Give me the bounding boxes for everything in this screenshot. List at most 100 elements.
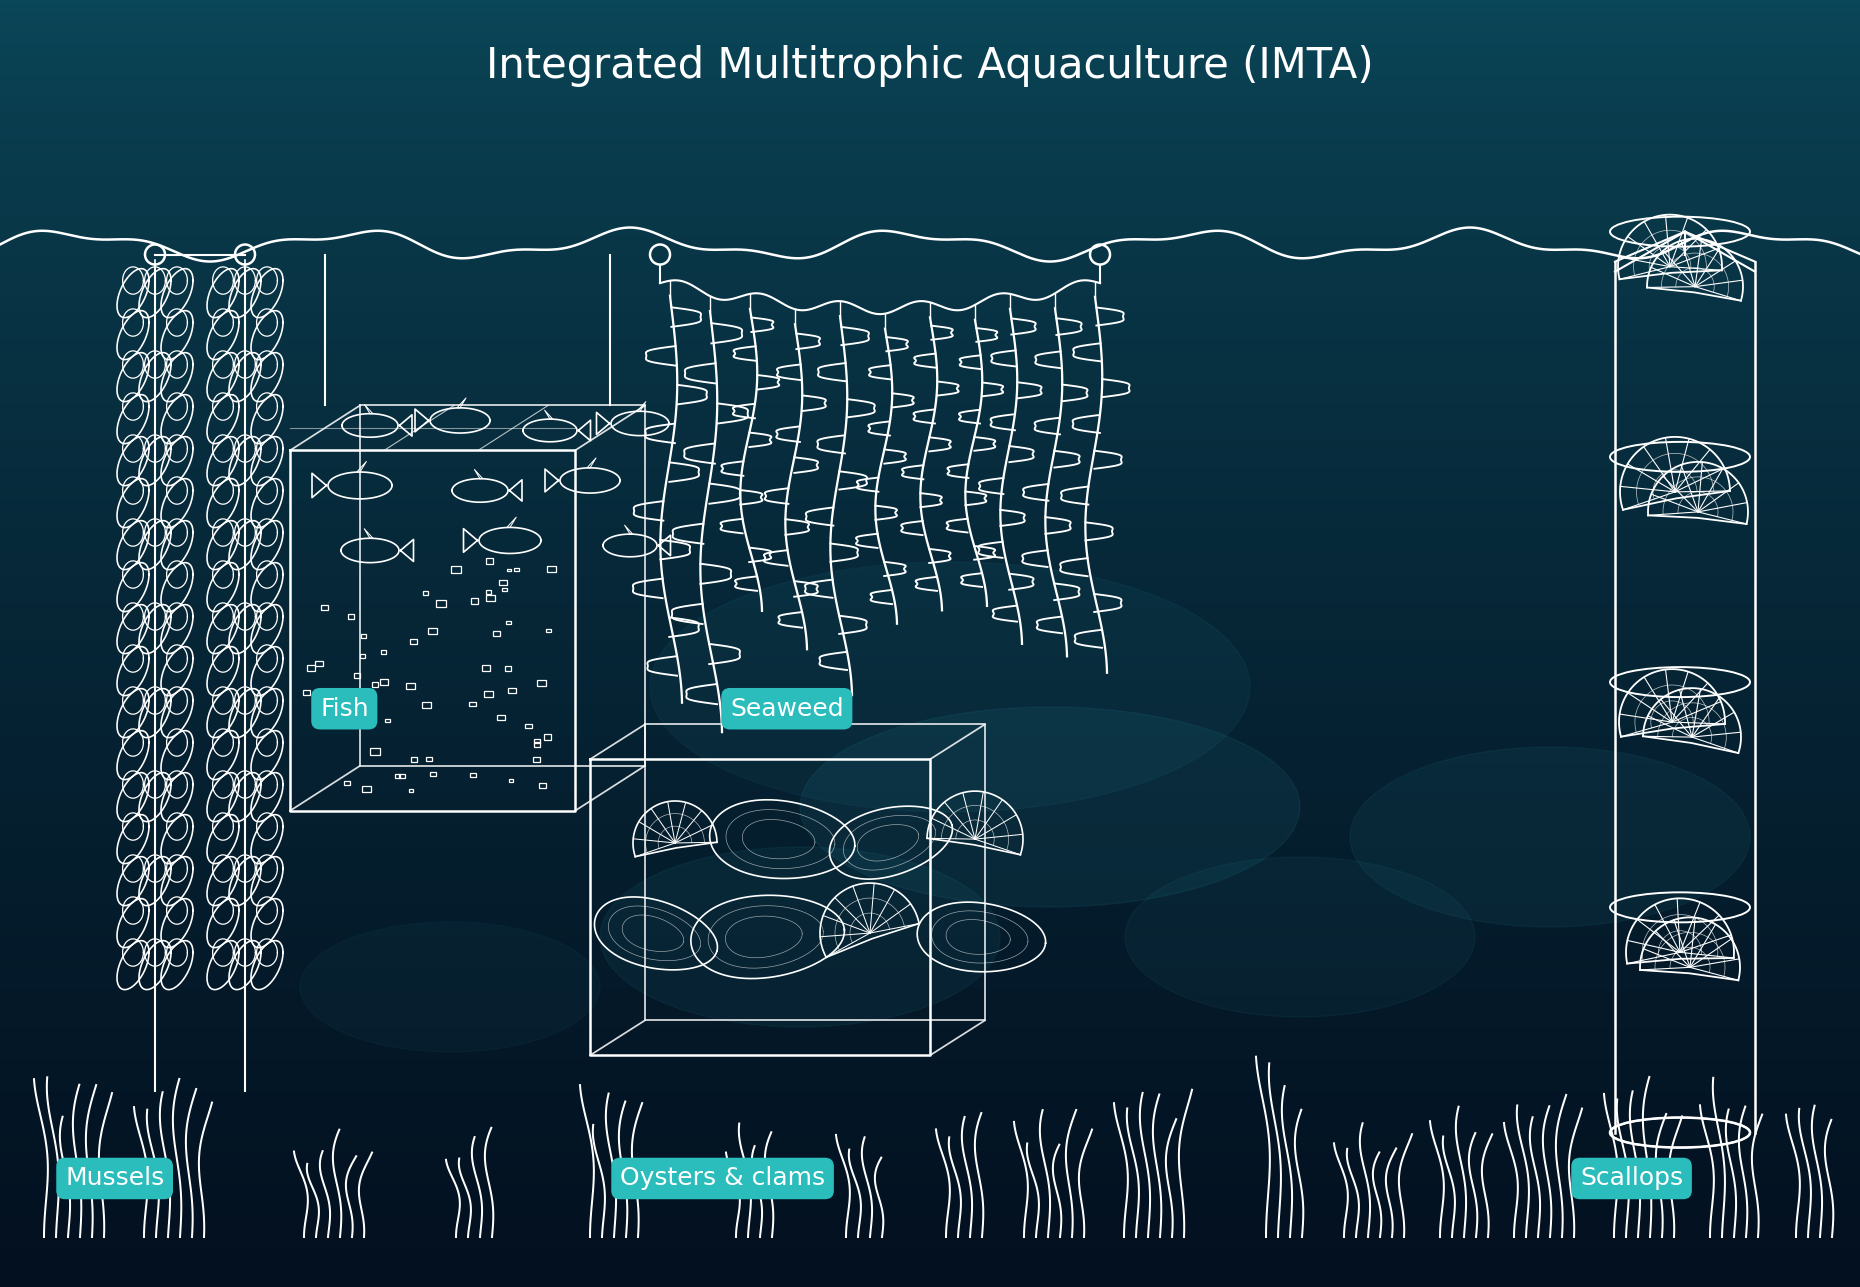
Bar: [0, 385, 1860, 393]
Bar: [0, 887, 1860, 894]
Bar: [534, 757, 541, 762]
Bar: [363, 785, 372, 792]
Bar: [0, 977, 1860, 985]
Bar: [0, 526, 1860, 534]
Bar: [0, 153, 1860, 161]
Bar: [504, 665, 512, 671]
Bar: [400, 773, 405, 777]
Bar: [0, 1189, 1860, 1197]
Text: Fish: Fish: [320, 696, 368, 721]
Bar: [0, 996, 1860, 1004]
Bar: [0, 1054, 1860, 1062]
Bar: [0, 31, 1860, 39]
Bar: [0, 172, 1860, 180]
Bar: [0, 816, 1860, 824]
Bar: [0, 230, 1860, 238]
Bar: [0, 443, 1860, 450]
Bar: [409, 789, 413, 793]
Bar: [0, 488, 1860, 495]
Bar: [0, 44, 1860, 51]
Bar: [484, 691, 493, 698]
Bar: [0, 417, 1860, 425]
Bar: [0, 752, 1860, 759]
Bar: [513, 568, 519, 571]
Bar: [493, 632, 500, 636]
Bar: [0, 1254, 1860, 1261]
Bar: [0, 655, 1860, 663]
Bar: [0, 990, 1860, 997]
Bar: [0, 1131, 1860, 1139]
Bar: [502, 588, 506, 591]
Bar: [534, 739, 539, 744]
Bar: [0, 1118, 1860, 1126]
Bar: [0, 687, 1860, 695]
Bar: [0, 436, 1860, 444]
Bar: [0, 1157, 1860, 1165]
Bar: [0, 1003, 1860, 1010]
Bar: [0, 559, 1860, 566]
Bar: [0, 160, 1860, 167]
Bar: [0, 288, 1860, 296]
Bar: [0, 449, 1860, 457]
Bar: [0, 777, 1860, 785]
Bar: [510, 779, 513, 782]
Bar: [0, 121, 1860, 129]
Bar: [0, 198, 1860, 206]
Bar: [0, 1221, 1860, 1229]
Bar: [0, 1234, 1860, 1242]
Bar: [0, 861, 1860, 869]
Bar: [482, 665, 489, 671]
Bar: [0, 578, 1860, 586]
Bar: [0, 308, 1860, 315]
Bar: [407, 682, 415, 689]
Text: Seaweed: Seaweed: [729, 696, 844, 721]
Bar: [0, 456, 1860, 463]
Bar: [0, 1080, 1860, 1088]
Bar: [0, 919, 1860, 927]
Bar: [344, 781, 350, 785]
Bar: [0, 533, 1860, 541]
Bar: [508, 569, 512, 571]
Bar: [0, 269, 1860, 277]
Bar: [0, 1202, 1860, 1210]
Bar: [0, 591, 1860, 598]
Bar: [0, 925, 1860, 933]
Bar: [0, 867, 1860, 875]
Bar: [0, 327, 1860, 335]
Bar: [0, 951, 1860, 959]
Bar: [0, 82, 1860, 90]
Bar: [0, 848, 1860, 856]
Bar: [0, 713, 1860, 721]
Bar: [0, 546, 1860, 553]
Bar: [0, 1266, 1860, 1274]
Bar: [0, 1170, 1860, 1178]
Bar: [0, 1060, 1860, 1068]
Bar: [0, 584, 1860, 592]
Bar: [316, 662, 324, 667]
Bar: [487, 595, 495, 601]
Bar: [450, 566, 461, 574]
Bar: [0, 147, 1860, 154]
Bar: [547, 629, 551, 632]
Ellipse shape: [601, 847, 1001, 1027]
Bar: [322, 605, 327, 610]
Bar: [506, 620, 512, 624]
Bar: [0, 211, 1860, 219]
Bar: [0, 314, 1860, 322]
Bar: [0, 218, 1860, 225]
Bar: [307, 665, 314, 671]
Bar: [0, 192, 1860, 199]
Bar: [0, 378, 1860, 386]
Bar: [0, 707, 1860, 714]
Bar: [0, 1228, 1860, 1236]
Bar: [0, 108, 1860, 116]
Bar: [381, 650, 387, 654]
Bar: [0, 140, 1860, 148]
Bar: [385, 718, 391, 722]
Bar: [0, 494, 1860, 502]
Bar: [0, 758, 1860, 766]
Bar: [0, 616, 1860, 624]
Bar: [0, 1093, 1860, 1100]
Bar: [0, 423, 1860, 431]
Bar: [0, 784, 1860, 792]
